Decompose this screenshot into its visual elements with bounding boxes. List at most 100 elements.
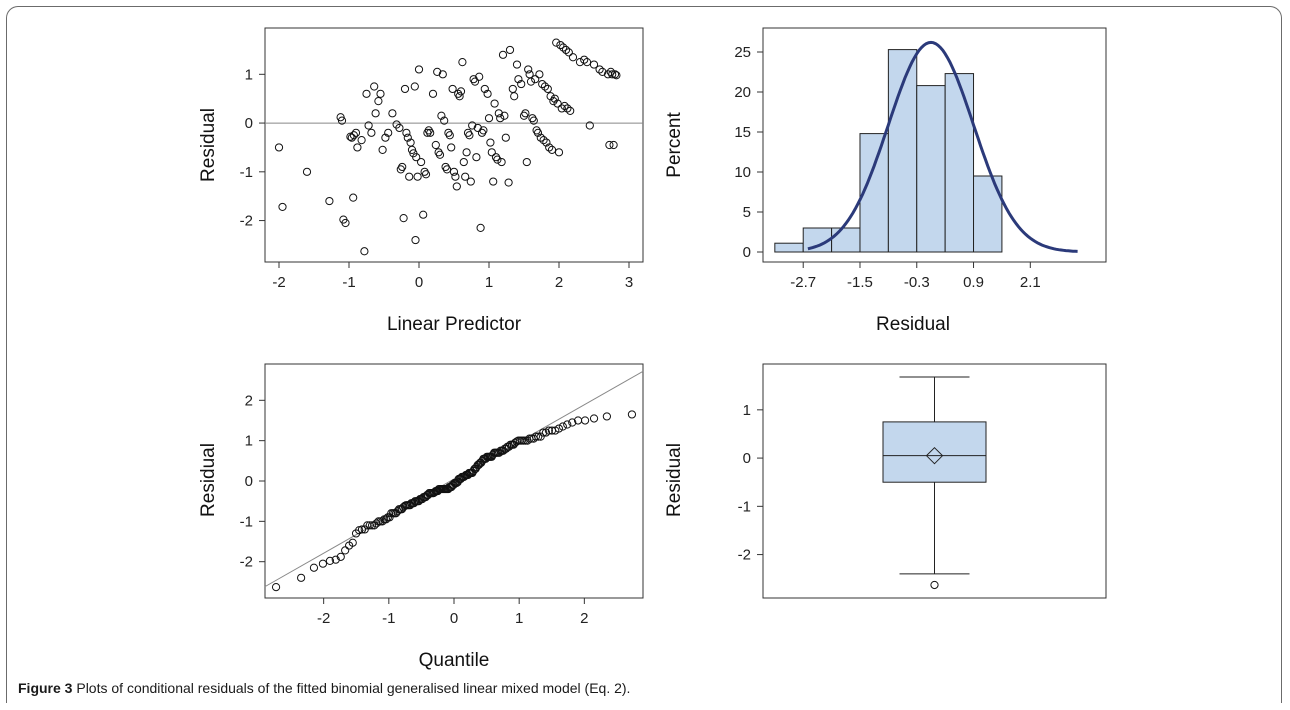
scatter-point <box>550 94 559 103</box>
scatter-point <box>496 114 505 123</box>
scatter-point <box>411 235 420 245</box>
scatter-point <box>475 72 484 81</box>
scatter-point <box>440 116 449 125</box>
scatter-point <box>448 84 457 94</box>
scatter-point <box>553 99 562 108</box>
scatter-point <box>490 99 499 108</box>
scatter-point <box>545 143 554 152</box>
scatter-panel: Linear Predictor Residual -2 -1 0 1 2 3 -2 -1 0 1 <box>198 27 644 335</box>
scatter-point <box>528 114 537 123</box>
scatter-point <box>456 87 466 96</box>
scatter-point <box>538 79 547 89</box>
scatter-point <box>535 70 544 79</box>
scatter-point <box>357 136 366 145</box>
boxplot-panel: Residual -2 -1 0 1 <box>664 363 1107 599</box>
scatter-point <box>561 45 571 55</box>
scatter-point <box>524 65 533 74</box>
qq-point <box>372 519 381 528</box>
scatter-point <box>595 65 604 74</box>
qq-y-tick-label: 0 <box>245 473 253 490</box>
iqr-box <box>882 421 987 483</box>
scatter-point <box>452 182 461 191</box>
scatter-point <box>274 143 284 152</box>
scatter-x-tick-label: 1 <box>485 274 493 291</box>
histogram-xlabel: Residual <box>876 314 950 335</box>
scatter-point <box>402 128 411 137</box>
scatter-point <box>325 196 334 206</box>
qq-point <box>536 432 545 441</box>
scatter-point <box>566 106 575 115</box>
outlier-point <box>930 580 939 590</box>
scatter-point <box>546 92 555 101</box>
scatter-point <box>341 218 350 228</box>
qq-point <box>568 418 577 427</box>
scatter-point <box>362 89 371 98</box>
qq-point <box>405 501 415 510</box>
qq-point <box>331 555 340 564</box>
histogram-bar <box>944 73 975 253</box>
qq-panel: Quantile Residual -2 -1 0 1 2 -2 -1 0 1 2 <box>198 363 644 671</box>
qq-y-tick-label: -1 <box>240 513 253 530</box>
scatter-point <box>376 89 385 98</box>
scatter-point <box>564 48 573 57</box>
scatter-point <box>384 128 393 137</box>
qq-point <box>297 573 306 582</box>
scatter-point <box>479 126 488 135</box>
qq-ylabel: Residual <box>198 443 219 517</box>
scatter-point <box>519 111 529 120</box>
scatter-point <box>542 138 551 147</box>
scatter-point <box>381 133 390 142</box>
scatter-point <box>410 82 419 91</box>
scatter-x-tick-label: 2 <box>555 274 563 291</box>
histogram-y-tick-label: 15 <box>734 124 751 141</box>
scatter-point <box>417 157 426 167</box>
histogram-x-tick-label: 0.9 <box>963 274 984 291</box>
scatter-point <box>493 155 502 164</box>
qq-x-tick-label: 2 <box>580 610 588 627</box>
scatter-y-tick-label: 0 <box>245 115 253 132</box>
scatter-point <box>517 79 526 89</box>
boxplot-y-tick-label: -1 <box>738 498 751 515</box>
scatter-point <box>608 70 617 79</box>
qq-point <box>318 559 328 568</box>
scatter-point <box>476 223 485 232</box>
scatter-point <box>531 75 540 84</box>
scatter-point <box>458 58 467 67</box>
qq-point <box>341 546 350 555</box>
scatter-point <box>539 136 548 145</box>
qq-point <box>495 448 504 457</box>
scatter-point <box>434 148 443 157</box>
scatter-point <box>424 126 433 135</box>
figure-frame <box>6 6 1282 703</box>
scatter-point <box>477 128 487 137</box>
scatter-x-tick-label: 3 <box>625 274 633 291</box>
scatter-point <box>609 140 618 150</box>
scatter-point <box>462 148 471 157</box>
qq-point <box>558 422 567 431</box>
scatter-point <box>501 133 510 142</box>
boxplot-y-tick-label: 0 <box>743 450 751 467</box>
scatter-point <box>483 89 492 98</box>
normal-density-curve <box>807 40 1078 253</box>
scatter-point <box>367 128 376 137</box>
qq-x-tick-label: 0 <box>450 610 458 627</box>
scatter-point <box>554 148 564 157</box>
scatter-point <box>568 53 578 62</box>
qq-point <box>336 552 345 561</box>
mean-marker <box>925 446 944 465</box>
scatter-point <box>364 121 373 130</box>
scatter-point <box>447 143 456 152</box>
figure-canvas: Linear Predictor Residual -2 -1 0 1 2 3 -2 -1 0 1… <box>198 27 1107 671</box>
scatter-point <box>400 84 410 94</box>
scatter-point <box>487 148 496 157</box>
scatter-point <box>605 140 614 150</box>
scatter-point <box>547 145 557 154</box>
scatter-point <box>433 67 442 76</box>
histogram-bar <box>831 227 861 253</box>
qq-x-tick-label: -1 <box>382 610 395 627</box>
scatter-x-tick-label: -2 <box>272 274 285 291</box>
scatter-point <box>278 202 287 212</box>
scatter-point <box>431 140 440 150</box>
scatter-point <box>521 109 530 118</box>
histogram-y-tick-label: 25 <box>734 44 751 61</box>
